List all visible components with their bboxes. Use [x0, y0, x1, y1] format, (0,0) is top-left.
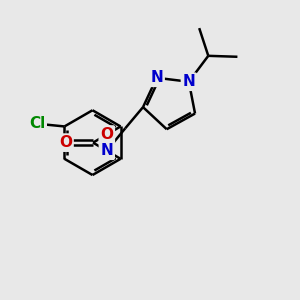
Text: N: N	[182, 74, 195, 89]
Text: N: N	[100, 143, 113, 158]
Text: O: O	[100, 127, 113, 142]
Text: N: N	[150, 70, 163, 85]
Text: O: O	[59, 135, 72, 150]
Text: Cl: Cl	[29, 116, 45, 131]
